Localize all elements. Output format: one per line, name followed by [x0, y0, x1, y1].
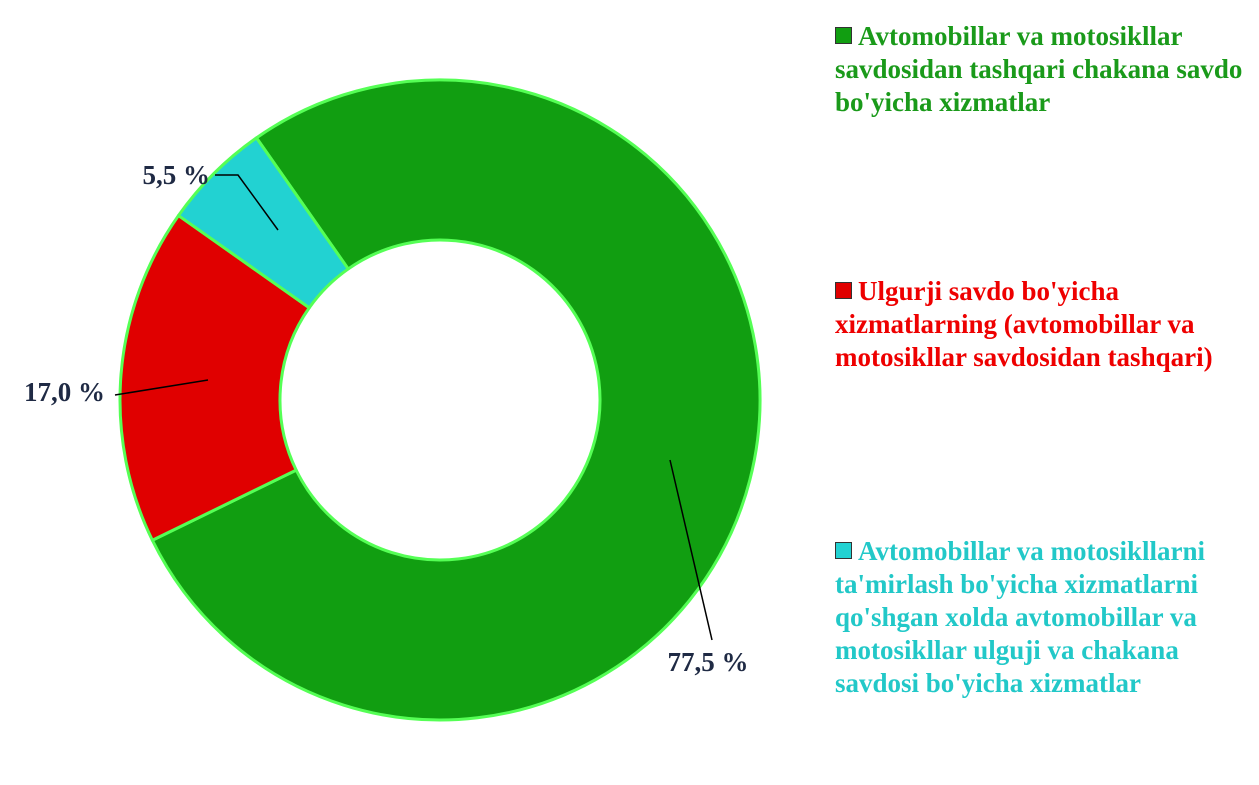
legend-swatch: [835, 282, 852, 299]
legend-label: Avtomobillar va motosikllarni ta'mirlash…: [835, 536, 1206, 698]
legend-item: Avtomobillar va motosikllar savdosidan t…: [835, 20, 1255, 119]
leader-line: [669, 459, 713, 641]
data-label: 5,5 %: [143, 160, 211, 190]
legend-swatch: [835, 27, 852, 44]
donut-slice: [177, 136, 350, 310]
legend-item: Ulgurji savdo bo'yicha xizmatlarning (av…: [835, 275, 1255, 374]
data-label: 17,0 %: [24, 377, 105, 407]
data-label: 77,5 %: [668, 647, 749, 677]
donut-slice: [150, 78, 762, 722]
legend-swatch: [835, 542, 852, 559]
legend-label: Avtomobillar va motosikllar savdosidan t…: [835, 21, 1243, 117]
legend-item: Avtomobillar va motosikllarni ta'mirlash…: [835, 535, 1255, 700]
donut-slice: [118, 214, 311, 542]
leader-line: [114, 379, 209, 396]
legend-label: Ulgurji savdo bo'yicha xizmatlarning (av…: [835, 276, 1213, 372]
leader-line: [215, 174, 279, 231]
